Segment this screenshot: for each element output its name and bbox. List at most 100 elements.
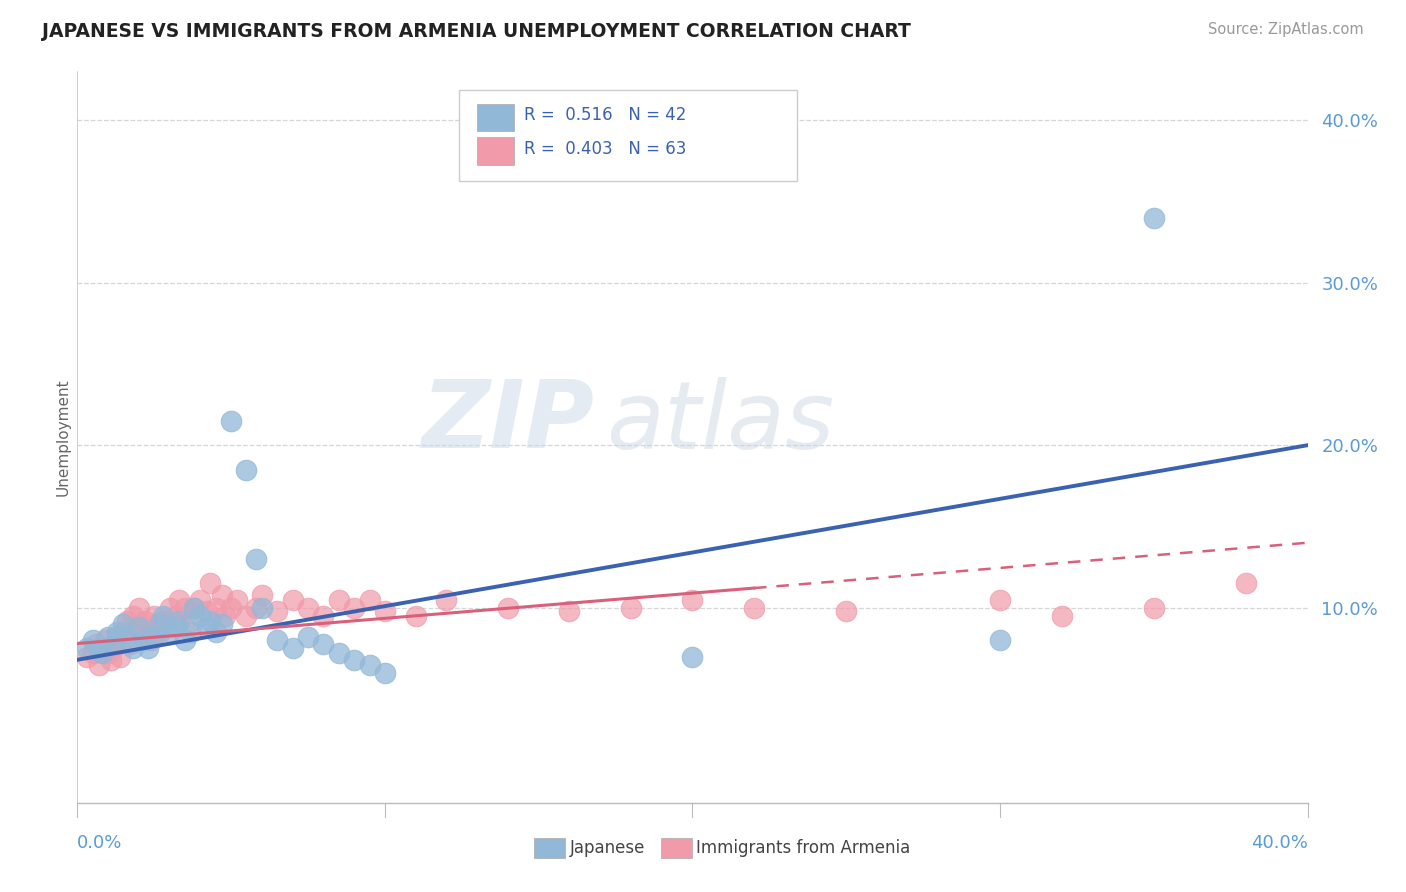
Point — [250, 588, 273, 602]
Point — [82, 646, 104, 660]
Point — [76, 641, 98, 656]
Point — [115, 614, 138, 628]
Point — [155, 620, 177, 634]
Point — [359, 657, 381, 672]
Y-axis label: Unemployment: Unemployment — [55, 378, 70, 496]
Point — [835, 604, 858, 618]
Point — [620, 600, 643, 615]
Text: atlas: atlas — [606, 377, 835, 468]
Point — [180, 614, 202, 628]
Point — [405, 608, 427, 623]
Point — [558, 604, 581, 618]
Point — [165, 608, 187, 623]
Point — [204, 600, 226, 615]
Point — [103, 640, 125, 654]
Point — [374, 604, 396, 618]
Point — [103, 636, 125, 650]
Point — [183, 600, 205, 615]
Point — [131, 625, 153, 640]
Point — [343, 600, 366, 615]
Point — [159, 600, 181, 615]
Text: R =  0.516   N = 42: R = 0.516 N = 42 — [524, 106, 686, 124]
Point — [143, 630, 166, 644]
Text: Immigrants from Armenia: Immigrants from Armenia — [696, 839, 910, 857]
Point — [152, 608, 174, 623]
Text: 40.0%: 40.0% — [1251, 834, 1308, 852]
Point — [312, 636, 335, 650]
Point — [125, 620, 148, 634]
Point — [152, 614, 174, 628]
Point — [159, 625, 181, 640]
Point — [134, 633, 156, 648]
Point — [112, 625, 135, 640]
Point — [682, 592, 704, 607]
Point — [328, 592, 350, 607]
Point — [988, 592, 1011, 607]
Point — [436, 592, 458, 607]
Point — [214, 608, 236, 623]
Point — [682, 649, 704, 664]
Point — [128, 620, 150, 634]
Point — [1234, 576, 1257, 591]
Point — [115, 630, 138, 644]
Point — [250, 600, 273, 615]
Point — [297, 630, 319, 644]
Point — [110, 649, 132, 664]
Point — [266, 604, 288, 618]
Point — [188, 592, 212, 607]
Point — [297, 600, 319, 615]
Point — [121, 641, 143, 656]
Point — [204, 625, 226, 640]
Text: JAPANESE VS IMMIGRANTS FROM ARMENIA UNEMPLOYMENT CORRELATION CHART: JAPANESE VS IMMIGRANTS FROM ARMENIA UNEM… — [42, 22, 911, 41]
Point — [183, 600, 205, 615]
Point — [100, 653, 122, 667]
Point — [211, 617, 233, 632]
Point — [118, 636, 141, 650]
Point — [134, 614, 156, 628]
Point — [149, 617, 172, 632]
Point — [1143, 600, 1166, 615]
Text: Source: ZipAtlas.com: Source: ZipAtlas.com — [1208, 22, 1364, 37]
Point — [195, 620, 218, 634]
Point — [167, 614, 190, 628]
Point — [97, 630, 120, 644]
Point — [235, 462, 257, 476]
Point — [245, 552, 267, 566]
Point — [97, 646, 120, 660]
Point — [195, 604, 218, 618]
Point — [328, 646, 350, 660]
Point — [359, 592, 381, 607]
Point — [496, 600, 519, 615]
Point — [235, 608, 257, 623]
Point — [180, 625, 202, 640]
Point — [167, 592, 190, 607]
Point — [105, 625, 128, 640]
Point — [226, 592, 249, 607]
Point — [1050, 608, 1073, 623]
Point — [188, 608, 212, 623]
Point — [121, 608, 143, 623]
FancyBboxPatch shape — [477, 103, 515, 131]
Point — [1143, 211, 1166, 225]
Point — [136, 641, 159, 656]
Point — [174, 633, 197, 648]
Point — [245, 600, 267, 615]
FancyBboxPatch shape — [458, 90, 797, 181]
Point — [374, 665, 396, 680]
FancyBboxPatch shape — [477, 137, 515, 165]
Point — [219, 600, 242, 615]
Point — [165, 620, 187, 634]
Point — [281, 592, 304, 607]
Point — [198, 576, 221, 591]
Point — [149, 625, 172, 640]
Point — [94, 633, 117, 648]
Point — [128, 600, 150, 615]
Text: ZIP: ZIP — [422, 376, 595, 468]
Point — [90, 641, 114, 656]
Point — [143, 608, 166, 623]
Point — [82, 633, 104, 648]
Point — [146, 617, 169, 632]
Text: Japanese: Japanese — [569, 839, 645, 857]
Point — [266, 633, 288, 648]
Point — [211, 588, 233, 602]
